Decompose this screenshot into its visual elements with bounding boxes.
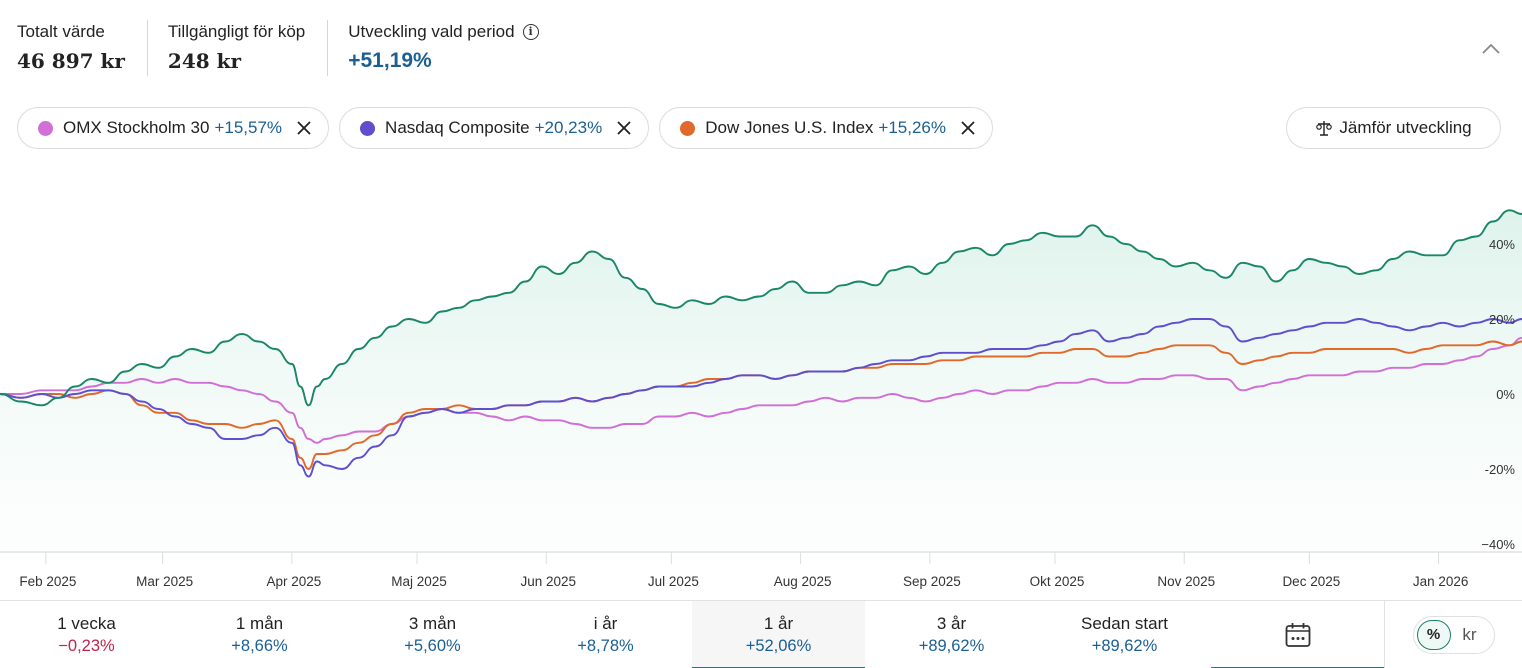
chip-name: Nasdaq Composite: [385, 118, 530, 137]
chip-value: +20,23%: [534, 118, 603, 137]
available-label: Tillgängligt för köp: [167, 22, 306, 41]
available-value: 248 kr: [167, 49, 242, 73]
y-tick-label: 0%: [1496, 387, 1515, 402]
comparison-chips: OMX Stockholm 30 +15,57% Nasdaq Composit…: [17, 107, 994, 149]
period-selector: 1 vecka −0,23% 1 mån +8,66% 3 mån +5,60%…: [0, 600, 1522, 668]
x-tick-label: Maj 2025: [391, 574, 447, 589]
scale-icon: [1316, 121, 1333, 136]
custom-period-button[interactable]: [1211, 601, 1384, 668]
unit-toggle[interactable]: % kr: [1412, 615, 1495, 654]
y-tick-label: −40%: [1481, 537, 1515, 552]
period-label: 3 år: [936, 614, 967, 633]
dowjones-color-dot: [680, 120, 696, 136]
y-tick-label: -20%: [1485, 462, 1516, 477]
compare-button-label: Jämför utveckling: [1339, 118, 1472, 137]
period-label: 1 mån: [235, 614, 284, 633]
total-value: 46 897 kr: [17, 49, 125, 73]
unit-percent-option[interactable]: %: [1416, 619, 1451, 650]
chip-dowjones[interactable]: Dow Jones U.S. Index +15,26%: [659, 107, 994, 149]
portfolio-summary: Totalt värde 46 897 kr Tillgängligt för …: [17, 20, 561, 76]
period-value: +89,62%: [1091, 637, 1158, 655]
close-icon[interactable]: [614, 118, 634, 138]
chip-nasdaq[interactable]: Nasdaq Composite +20,23%: [339, 107, 650, 149]
x-tick-label: Mar 2025: [136, 574, 193, 589]
series-line-nasdaq-composite: [0, 318, 1522, 478]
x-tick-label: Okt 2025: [1030, 574, 1085, 589]
collapse-button[interactable]: [1478, 36, 1504, 62]
period-label: Sedan start: [1081, 614, 1168, 633]
chip-value: +15,26%: [878, 118, 947, 137]
period-3-months[interactable]: 3 mån +5,60%: [346, 601, 519, 668]
info-icon[interactable]: i: [522, 24, 539, 40]
x-tick-label: Aug 2025: [774, 574, 832, 589]
chip-name: Dow Jones U.S. Index: [705, 118, 874, 137]
chart-svg: 40% 20% 0% -20% −40% Feb 2025 Mar 2025 Apr 202…: [0, 209, 1522, 589]
period-3-years[interactable]: 3 år +89,62%: [865, 601, 1038, 668]
period-value: +8,78%: [577, 637, 634, 655]
period-value: −0,23%: [58, 637, 115, 655]
development-stat: Utveckling vald period i +51,19%: [327, 20, 560, 76]
unit-currency-option[interactable]: kr: [1462, 624, 1477, 644]
chevron-up-icon: [1482, 43, 1500, 54]
close-icon[interactable]: [958, 118, 978, 138]
available-stat: Tillgängligt för köp 248 kr: [146, 20, 327, 76]
chip-omx[interactable]: OMX Stockholm 30 +15,57%: [17, 107, 330, 149]
period-value: +89,62%: [918, 637, 985, 655]
x-tick-label: Jan 2026: [1413, 574, 1469, 589]
x-tick-label: Dec 2025: [1282, 574, 1340, 589]
performance-chart[interactable]: 40% 20% 0% -20% −40% Feb 2025 Mar 2025 Apr 202…: [0, 160, 1522, 600]
development-value: +51,19%: [348, 49, 432, 72]
chip-value: +15,57%: [214, 118, 283, 137]
x-tick-label: Apr 2025: [266, 574, 321, 589]
period-label: 1 år: [763, 614, 794, 633]
y-tick-label: 20%: [1489, 312, 1515, 327]
series-line-portfolj: [0, 209, 1522, 407]
development-label: Utveckling vald period: [348, 22, 515, 41]
total-value-stat: Totalt värde 46 897 kr: [17, 20, 147, 76]
series-line-omx-stockholm-30: [0, 336, 1522, 444]
calendar-icon: [1285, 623, 1310, 647]
portfolio-area-fill: [0, 210, 1522, 551]
x-tick-label: Jul 2025: [648, 574, 699, 589]
period-value: +52,06%: [745, 637, 812, 655]
x-tick-label: Feb 2025: [19, 574, 76, 589]
total-value-label: Totalt värde: [17, 22, 105, 41]
x-tick-label: Jun 2025: [520, 574, 576, 589]
period-label: 1 vecka: [57, 614, 116, 633]
chip-name: OMX Stockholm 30: [63, 118, 210, 137]
nasdaq-color-dot: [360, 120, 376, 136]
close-icon[interactable]: [294, 118, 314, 138]
period-ytd[interactable]: i år +8,78%: [519, 601, 692, 668]
period-label: 3 mån: [408, 614, 457, 633]
omx-color-dot: [38, 120, 53, 136]
period-value: +5,60%: [404, 637, 461, 655]
period-since-start[interactable]: Sedan start +89,62%: [1038, 601, 1211, 668]
x-tick-label: Sep 2025: [903, 574, 961, 589]
unit-toggle-area: % kr: [1384, 601, 1522, 668]
period-value: +8,66%: [231, 637, 288, 655]
period-1-month[interactable]: 1 mån +8,66%: [173, 601, 346, 668]
x-tick-label: Nov 2025: [1157, 574, 1215, 589]
period-1-week[interactable]: 1 vecka −0,23%: [0, 601, 173, 668]
development-label-row: Utveckling vald period i: [348, 20, 539, 44]
period-1-year[interactable]: 1 år +52,06%: [692, 601, 865, 668]
compare-development-button[interactable]: Jämför utveckling: [1286, 107, 1501, 149]
y-tick-label: 40%: [1489, 237, 1515, 252]
period-label: i år: [593, 614, 618, 633]
